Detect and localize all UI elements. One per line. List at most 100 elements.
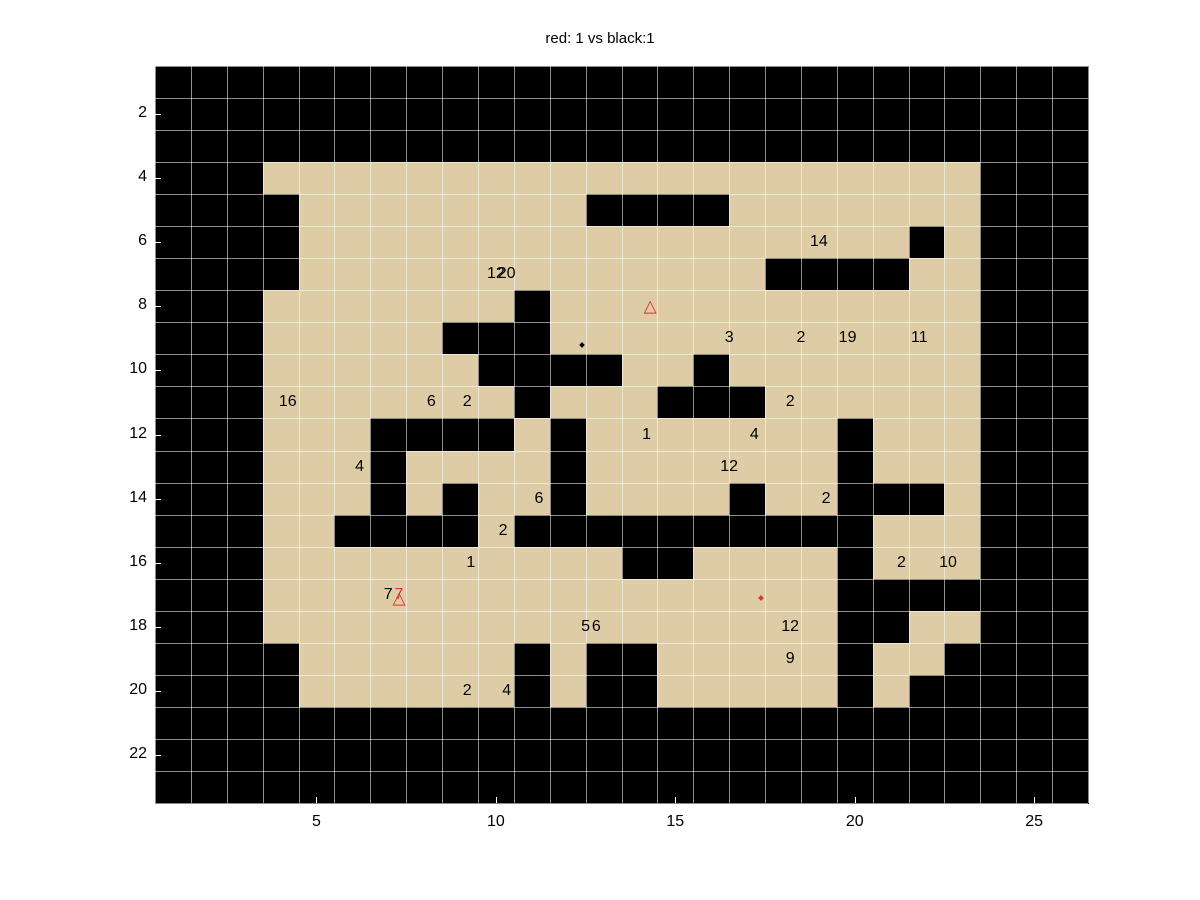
grid-cell-wall (944, 130, 981, 163)
grid-cell-wall (155, 130, 192, 163)
cell-value-label: 6 (534, 489, 544, 507)
y-axis-tick-label: 20 (129, 680, 147, 698)
grid-cell-wall (1052, 514, 1089, 548)
x-axis-tick-label: 20 (845, 813, 864, 830)
cell-value-label: 9 (785, 649, 795, 667)
grid-cell-wall (226, 642, 264, 676)
grid-cell-wall (836, 610, 874, 644)
grid-cell-wall (406, 514, 443, 548)
grid-cell-free (262, 290, 300, 323)
grid-cell-wall (226, 354, 264, 388)
grid-cell-wall (980, 322, 1017, 355)
grid-cell-free (621, 386, 658, 420)
grid-cell-wall (1016, 98, 1053, 131)
grid-cell-free (406, 674, 443, 708)
grid-cell-free (657, 610, 694, 644)
grid-cell-wall (442, 98, 479, 131)
grid-cell-wall (370, 514, 407, 548)
grid-cell-free (442, 610, 479, 644)
grid-cell-wall (980, 354, 1017, 388)
grid-cell-free (621, 354, 658, 388)
grid-cell-wall (657, 130, 694, 163)
grid-cell-free (872, 386, 910, 420)
grid-cell-wall (908, 482, 946, 516)
grid-cell-wall (1016, 258, 1053, 291)
grid-cell-free (370, 546, 407, 580)
grid-cell-free (729, 450, 766, 484)
grid-cell-wall (370, 450, 407, 484)
grid-cell-wall (693, 386, 730, 420)
grid-cell-free (406, 578, 443, 612)
grid-cell-wall (980, 386, 1017, 420)
y-axis-tick-label: 16 (129, 552, 147, 570)
grid-cell-wall (155, 706, 192, 740)
grid-cell-free (370, 162, 407, 195)
grid-cell-wall (1052, 130, 1089, 163)
grid-cell-free (262, 162, 300, 195)
grid-cell-free (298, 610, 336, 644)
grid-map-plot[interactable]: 14 12 20 3 2 19 11 16 6 2 2 1 4 4 12 6 2 2 1 2 10 7 7 5 6 12 9 2 4 △… (155, 66, 1089, 804)
y-axis-tick-mark (155, 178, 161, 180)
grid-cell-free (729, 610, 766, 644)
grid-cell-free (334, 482, 371, 516)
grid-cell-free (370, 642, 407, 676)
y-axis-tick-mark (155, 242, 161, 244)
grid-cell-wall (729, 770, 766, 804)
grid-cell-wall (585, 706, 623, 740)
cell-value-label: 19 (838, 329, 857, 347)
grid-cell-wall (980, 706, 1017, 740)
grid-cell-free (585, 450, 623, 484)
grid-cell-free (477, 162, 515, 195)
grid-cell-free (729, 290, 766, 323)
cell-value-label: 1 (642, 425, 652, 443)
grid-cell-wall (836, 258, 874, 291)
grid-cell-free (944, 482, 981, 516)
grid-cell-wall (836, 514, 874, 548)
grid-cell-wall (1016, 322, 1053, 355)
grid-cell-free (334, 258, 371, 291)
grid-cell-wall (944, 66, 981, 99)
grid-cell-free (621, 610, 658, 644)
grid-cell-free (442, 450, 479, 484)
grid-cell-wall (155, 98, 192, 131)
grid-cell-free (800, 610, 838, 644)
grid-cell-free (800, 162, 838, 195)
grid-cell-free (800, 322, 838, 355)
grid-cell-wall (226, 674, 264, 708)
grid-cell-wall (980, 194, 1017, 227)
grid-cell-wall (155, 66, 192, 99)
y-axis-tick-mark (155, 434, 161, 436)
grid-cell-wall (549, 514, 587, 548)
grid-cell-wall (872, 482, 910, 516)
cell-value-label: 3 (724, 329, 734, 347)
grid-cell-free (765, 642, 802, 676)
grid-cell-wall (370, 66, 407, 99)
grid-cell-free (657, 322, 694, 355)
grid-cell-wall (155, 578, 192, 612)
grid-cell-wall (226, 322, 264, 355)
grid-cell-wall (693, 194, 730, 227)
grid-cell-wall (190, 610, 228, 644)
x-axis-tick-label: 25 (1025, 813, 1044, 830)
grid-cell-wall (1016, 674, 1053, 708)
grid-cell-wall (800, 66, 838, 99)
grid-cell-wall (190, 482, 228, 516)
grid-cell-free (765, 226, 802, 259)
grid-cell-free (477, 642, 515, 676)
cell-value-label: 2 (785, 393, 795, 411)
grid-cell-free (657, 418, 694, 452)
grid-cell-free (836, 226, 874, 259)
grid-cell-wall (406, 738, 443, 772)
grid-cell-wall (226, 482, 264, 516)
grid-cell-free (765, 322, 802, 355)
grid-cell-wall (155, 738, 192, 772)
grid-cell-wall (477, 98, 515, 131)
grid-cell-free (585, 258, 623, 291)
grid-cell-wall (836, 642, 874, 676)
grid-cell-free (262, 386, 300, 420)
grid-cell-wall (442, 482, 479, 516)
grid-cell-free (729, 418, 766, 452)
grid-cell-wall (800, 258, 838, 291)
grid-cell-wall (585, 770, 623, 804)
grid-cell-free (836, 162, 874, 195)
